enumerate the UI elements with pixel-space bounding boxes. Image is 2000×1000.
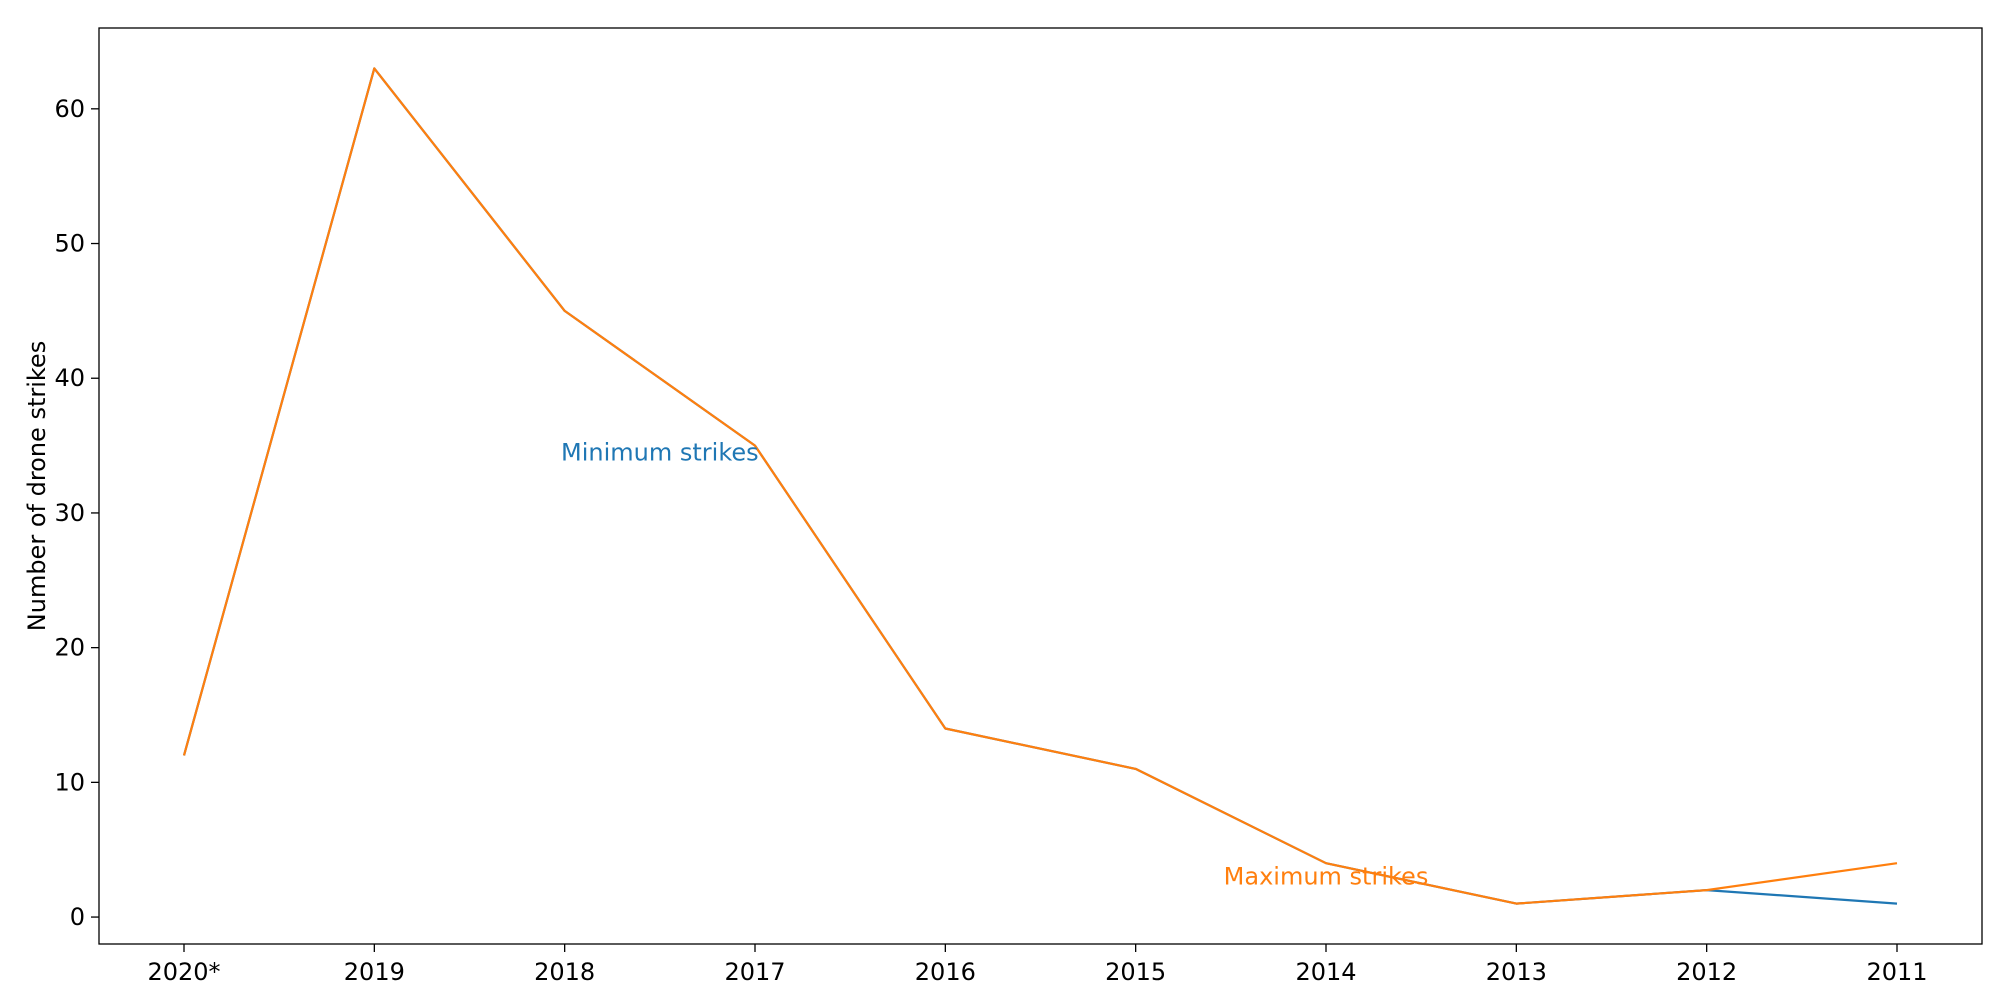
x-tick-label: 2011 <box>1866 958 1927 986</box>
y-tick-label: 30 <box>54 499 85 527</box>
x-tick-label: 2018 <box>534 958 595 986</box>
y-tick-label: 20 <box>54 634 85 662</box>
x-tick-label: 2012 <box>1676 958 1737 986</box>
series-line-maximum <box>182 67 1898 905</box>
x-tick-label: 2020* <box>147 958 220 986</box>
x-tick-label: 2016 <box>915 958 976 986</box>
x-tick-label: 2017 <box>724 958 785 986</box>
annotations: Minimum strikes Maximum strikes <box>561 438 1428 890</box>
y-tick-label: 0 <box>70 903 85 931</box>
y-tick-label: 10 <box>54 768 85 796</box>
x-tick-label: 2013 <box>1486 958 1547 986</box>
y-axis: 0 10 20 30 40 50 60 <box>54 95 99 931</box>
annotation-label: Maximum strikes <box>1224 863 1429 891</box>
x-axis: 2020* 2019 2018 2017 2016 2015 2014 2013 2012 201… <box>147 944 1928 986</box>
x-tick-label: 2019 <box>344 958 405 986</box>
y-axis-title: Number of drone strikes <box>23 341 51 631</box>
x-tick-label: 2014 <box>1295 958 1356 986</box>
y-tick-label: 60 <box>54 95 85 123</box>
series-lines <box>182 67 1898 905</box>
y-tick-label: 50 <box>54 230 85 258</box>
series-line-minimum <box>182 67 1898 905</box>
y-tick-label: 40 <box>54 364 85 392</box>
x-tick-label: 2015 <box>1105 958 1166 986</box>
annotation-label: Minimum strikes <box>561 438 759 466</box>
plot-frame <box>98 27 1983 945</box>
